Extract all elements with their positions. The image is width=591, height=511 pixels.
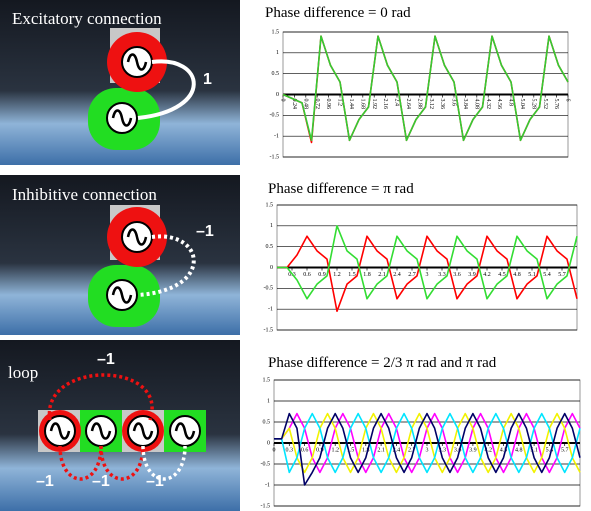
x-tick-label: 3.9 bbox=[469, 447, 477, 453]
y-tick-label: -0.5 bbox=[264, 286, 274, 292]
y-tick-label: 0.5 bbox=[272, 71, 280, 77]
x-tick-label: 1.44 bbox=[348, 99, 354, 110]
x-tick-label: 0.6 bbox=[303, 272, 311, 278]
caption: loop bbox=[8, 363, 38, 382]
robot-image: Excitatory connection 1 bbox=[0, 0, 240, 165]
y-tick-label: -0.5 bbox=[261, 461, 271, 467]
x-tick-label: 1.2 bbox=[337, 99, 343, 107]
x-tick-label: 2.1 bbox=[377, 447, 385, 453]
y-tick-label: -1 bbox=[274, 134, 279, 140]
x-tick-label: 1.92 bbox=[371, 99, 377, 110]
y-tick-label: 1 bbox=[276, 50, 279, 56]
y-tick-label: 0 bbox=[267, 440, 270, 446]
x-tick-label: 2.4 bbox=[394, 99, 400, 107]
x-tick-label: 5.7 bbox=[561, 447, 569, 453]
y-tick-label: -1.5 bbox=[270, 154, 280, 160]
y-tick-label: 1.5 bbox=[272, 29, 280, 35]
x-tick-label: 0 bbox=[273, 447, 276, 453]
weight-label: 1 bbox=[203, 71, 212, 88]
figure: Excitatory connection 1 Inhibitive conne… bbox=[0, 0, 591, 511]
weight-label: –1 bbox=[196, 223, 214, 240]
x-tick-label: 3.12 bbox=[428, 99, 434, 110]
caption: Excitatory connection bbox=[12, 9, 162, 28]
x-tick-label: 1.68 bbox=[359, 99, 365, 110]
x-tick-label: 0 bbox=[280, 99, 286, 102]
x-tick-label: 1.8 bbox=[363, 272, 371, 278]
x-tick-label: 0.96 bbox=[325, 99, 331, 110]
y-tick-label: -1.5 bbox=[261, 503, 271, 509]
x-tick-label: 4.08 bbox=[473, 99, 479, 110]
x-tick-label: 3 bbox=[426, 272, 429, 278]
y-tick-label: -1 bbox=[268, 307, 273, 313]
robot-image: loop –1 –1 –1 –1 bbox=[0, 340, 240, 511]
x-tick-label: 5.28 bbox=[530, 99, 536, 110]
y-tick-label: 1.5 bbox=[263, 377, 271, 383]
chart-title: Phase difference = 0 rad bbox=[265, 5, 411, 21]
x-tick-label: 3.6 bbox=[453, 272, 461, 278]
robot-image: Inhibitive connection –1 bbox=[0, 175, 240, 335]
x-tick-label: 3.36 bbox=[439, 99, 445, 110]
x-tick-label: 5.04 bbox=[519, 99, 525, 110]
x-tick-label: 4.8 bbox=[508, 99, 514, 107]
weight-label: –1 bbox=[97, 351, 115, 368]
x-tick-label: 6 bbox=[565, 99, 571, 102]
y-tick-label: -0.5 bbox=[270, 113, 280, 119]
x-tick-label: 4.8 bbox=[515, 447, 523, 453]
weight-label: –1 bbox=[92, 473, 110, 490]
y-tick-label: -1.5 bbox=[264, 327, 274, 333]
caption: Inhibitive connection bbox=[12, 185, 157, 204]
x-tick-label: 3 bbox=[426, 447, 429, 453]
x-tick-label: 3.6 bbox=[451, 99, 457, 107]
x-tick-label: 2.16 bbox=[382, 99, 388, 110]
chart-title: Phase difference = 2/3 π rad and π rad bbox=[268, 355, 497, 371]
x-tick-label: 0.3 bbox=[286, 447, 294, 453]
x-tick-label: 2.64 bbox=[405, 99, 411, 110]
x-tick-label: 2.4 bbox=[393, 272, 401, 278]
weight-label: –1 bbox=[146, 473, 164, 490]
x-tick-label: 5.52 bbox=[542, 99, 548, 110]
y-tick-label: 0.5 bbox=[266, 244, 274, 250]
y-tick-label: 0 bbox=[276, 92, 279, 98]
x-tick-label: 4.2 bbox=[483, 272, 491, 278]
x-tick-label: 0.6 bbox=[301, 447, 309, 453]
x-tick-label: 4.32 bbox=[485, 99, 491, 110]
y-tick-label: -1 bbox=[265, 482, 270, 488]
y-tick-label: 1.5 bbox=[266, 202, 274, 208]
x-tick-label: 4.8 bbox=[513, 272, 521, 278]
x-tick-label: 2.88 bbox=[416, 99, 422, 110]
chart-title: Phase difference = π rad bbox=[268, 181, 414, 197]
y-tick-label: 0.5 bbox=[263, 419, 271, 425]
weight-label: –1 bbox=[36, 473, 54, 490]
x-tick-label: 5.4 bbox=[543, 272, 551, 278]
x-tick-label: 5.76 bbox=[553, 99, 559, 110]
x-tick-label: 1.2 bbox=[331, 447, 339, 453]
x-tick-label: 1.2 bbox=[333, 272, 341, 278]
y-tick-label: 1 bbox=[267, 398, 270, 404]
x-tick-label: 3.84 bbox=[462, 99, 468, 110]
y-tick-label: 1 bbox=[270, 223, 273, 229]
x-tick-label: 4.56 bbox=[496, 99, 502, 110]
y-tick-label: 0 bbox=[270, 265, 273, 271]
